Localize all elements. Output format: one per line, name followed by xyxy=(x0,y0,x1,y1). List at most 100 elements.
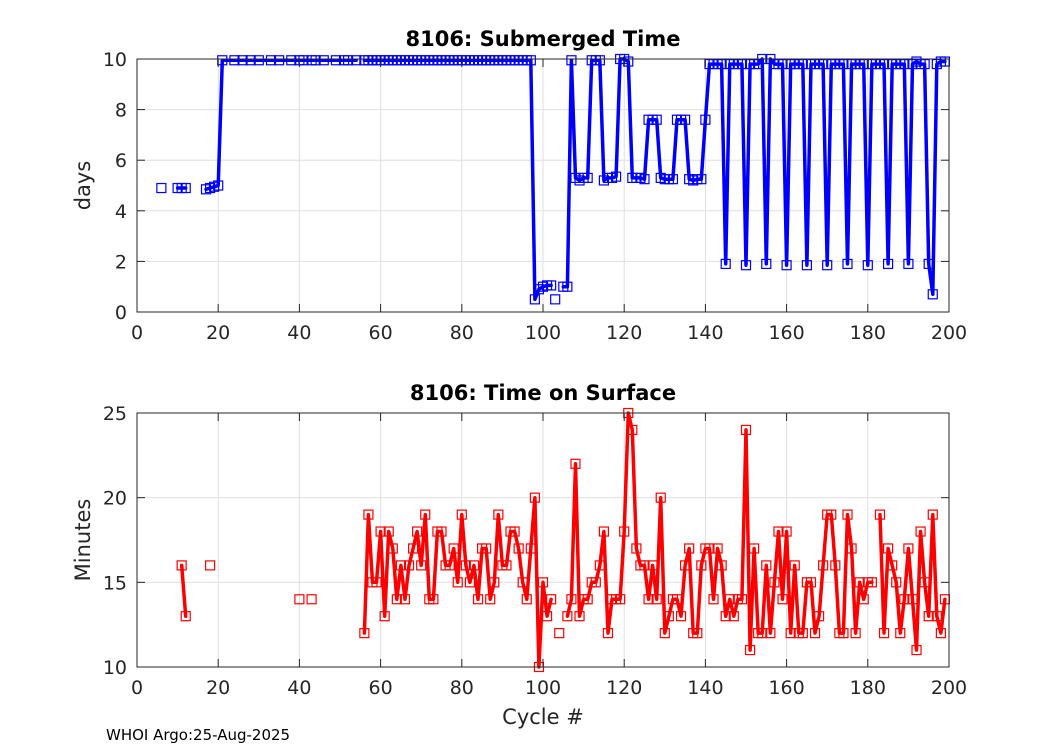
data-point-marker xyxy=(359,628,370,639)
data-point-marker xyxy=(651,594,662,605)
data-series xyxy=(176,407,951,673)
y-tick-label: 15 xyxy=(103,572,127,594)
data-point-marker xyxy=(866,577,877,588)
data-point-marker xyxy=(318,55,329,66)
data-point-marker xyxy=(391,594,402,605)
data-point-marker xyxy=(180,611,191,622)
data-point-marker xyxy=(517,577,528,588)
data-point-marker xyxy=(399,594,411,605)
data-point-marker xyxy=(716,58,727,70)
data-point-marker xyxy=(464,577,476,588)
x-tick-label: 60 xyxy=(369,322,393,344)
data-point-marker xyxy=(156,182,167,194)
data-point-marker xyxy=(253,55,264,66)
data-point-marker xyxy=(919,577,930,588)
data-point-marker xyxy=(627,424,638,436)
data-point-marker xyxy=(229,55,240,66)
data-point-marker xyxy=(765,628,776,639)
x-tick-label: 160 xyxy=(768,322,804,344)
data-point-marker xyxy=(416,560,427,571)
data-point-marker xyxy=(582,172,593,184)
data-point-marker xyxy=(379,611,390,622)
x-tick-label: 40 xyxy=(287,322,311,344)
data-point-marker xyxy=(838,58,849,70)
data-point-marker xyxy=(757,628,768,639)
x-tick-label: 180 xyxy=(850,677,886,699)
data-point-marker xyxy=(562,281,573,292)
data-point-marker xyxy=(899,594,910,605)
y-tick-label: 10 xyxy=(103,657,127,679)
data-point-marker xyxy=(862,260,873,271)
data-point-marker xyxy=(213,180,224,191)
data-point-marker xyxy=(797,628,808,639)
data-point-marker xyxy=(761,560,772,571)
data-point-marker xyxy=(744,644,756,656)
data-point-marker xyxy=(265,55,277,66)
data-point-marker xyxy=(903,258,914,270)
data-point-marker xyxy=(294,594,305,605)
data-point-marker xyxy=(428,594,439,605)
data-point-marker xyxy=(708,594,719,605)
data-point-marker xyxy=(712,543,723,554)
data-point-marker xyxy=(728,611,739,622)
data-point-marker xyxy=(818,560,829,571)
data-point-marker xyxy=(521,594,532,605)
x-tick-label: 140 xyxy=(687,677,723,699)
data-point-marker xyxy=(769,577,780,588)
data-point-marker xyxy=(919,58,930,70)
data-point-marker xyxy=(610,171,622,182)
data-point-marker xyxy=(407,543,419,554)
y-tick-label: 20 xyxy=(103,488,127,510)
data-point-marker xyxy=(724,594,735,605)
data-point-marker xyxy=(444,560,455,571)
x-tick-label: 80 xyxy=(450,677,474,699)
data-point-marker xyxy=(822,260,833,271)
data-point-marker xyxy=(566,55,577,66)
data-point-marker xyxy=(501,560,512,571)
data-point-marker xyxy=(907,594,918,605)
y-tick-label: 8 xyxy=(115,100,127,122)
data-point-marker xyxy=(363,509,374,520)
data-point-marker xyxy=(895,628,906,639)
x-tick-label: 100 xyxy=(525,322,561,344)
data-point-marker xyxy=(274,55,285,66)
data-point-marker xyxy=(927,289,938,300)
data-point-marker xyxy=(647,560,658,571)
data-point-marker xyxy=(375,526,386,537)
data-point-marker xyxy=(594,55,605,66)
data-point-marker xyxy=(456,509,467,520)
x-tick-label: 200 xyxy=(931,322,967,344)
data-point-marker xyxy=(785,628,796,639)
x-tick-label: 120 xyxy=(606,677,642,699)
data-point-marker xyxy=(797,58,808,70)
submerged-time-plot: 0 20 40 60 80 100 120 140 160 180 200 0 2 4 6 8 10 8106: … xyxy=(71,27,967,344)
data-point-marker xyxy=(891,577,902,588)
series-line xyxy=(565,411,874,652)
data-point-marker xyxy=(204,560,216,571)
data-point-marker xyxy=(789,560,800,571)
series-line xyxy=(362,495,553,669)
data-point-marker xyxy=(383,526,394,537)
data-point-marker xyxy=(481,543,492,554)
data-point-marker xyxy=(838,628,849,639)
data-point-marker xyxy=(412,526,423,537)
data-point-marker xyxy=(781,260,792,271)
data-point-marker xyxy=(923,258,934,270)
data-point-marker xyxy=(619,526,630,537)
data-point-marker xyxy=(468,560,480,571)
data-point-marker xyxy=(546,280,557,291)
data-point-marker xyxy=(566,594,577,605)
y-axis-label: days xyxy=(71,161,95,211)
data-point-marker xyxy=(403,560,415,571)
data-point-marker xyxy=(679,560,691,571)
data-point-marker xyxy=(781,526,792,537)
data-point-marker xyxy=(525,55,536,66)
data-point-marker xyxy=(679,114,691,125)
data-point-marker xyxy=(574,611,585,622)
data-point-marker xyxy=(761,258,772,270)
data-point-marker xyxy=(830,560,841,571)
data-point-marker xyxy=(850,628,861,639)
data-point-marker xyxy=(639,174,650,185)
data-point-marker xyxy=(655,492,666,503)
x-tick-label: 80 xyxy=(450,322,474,344)
